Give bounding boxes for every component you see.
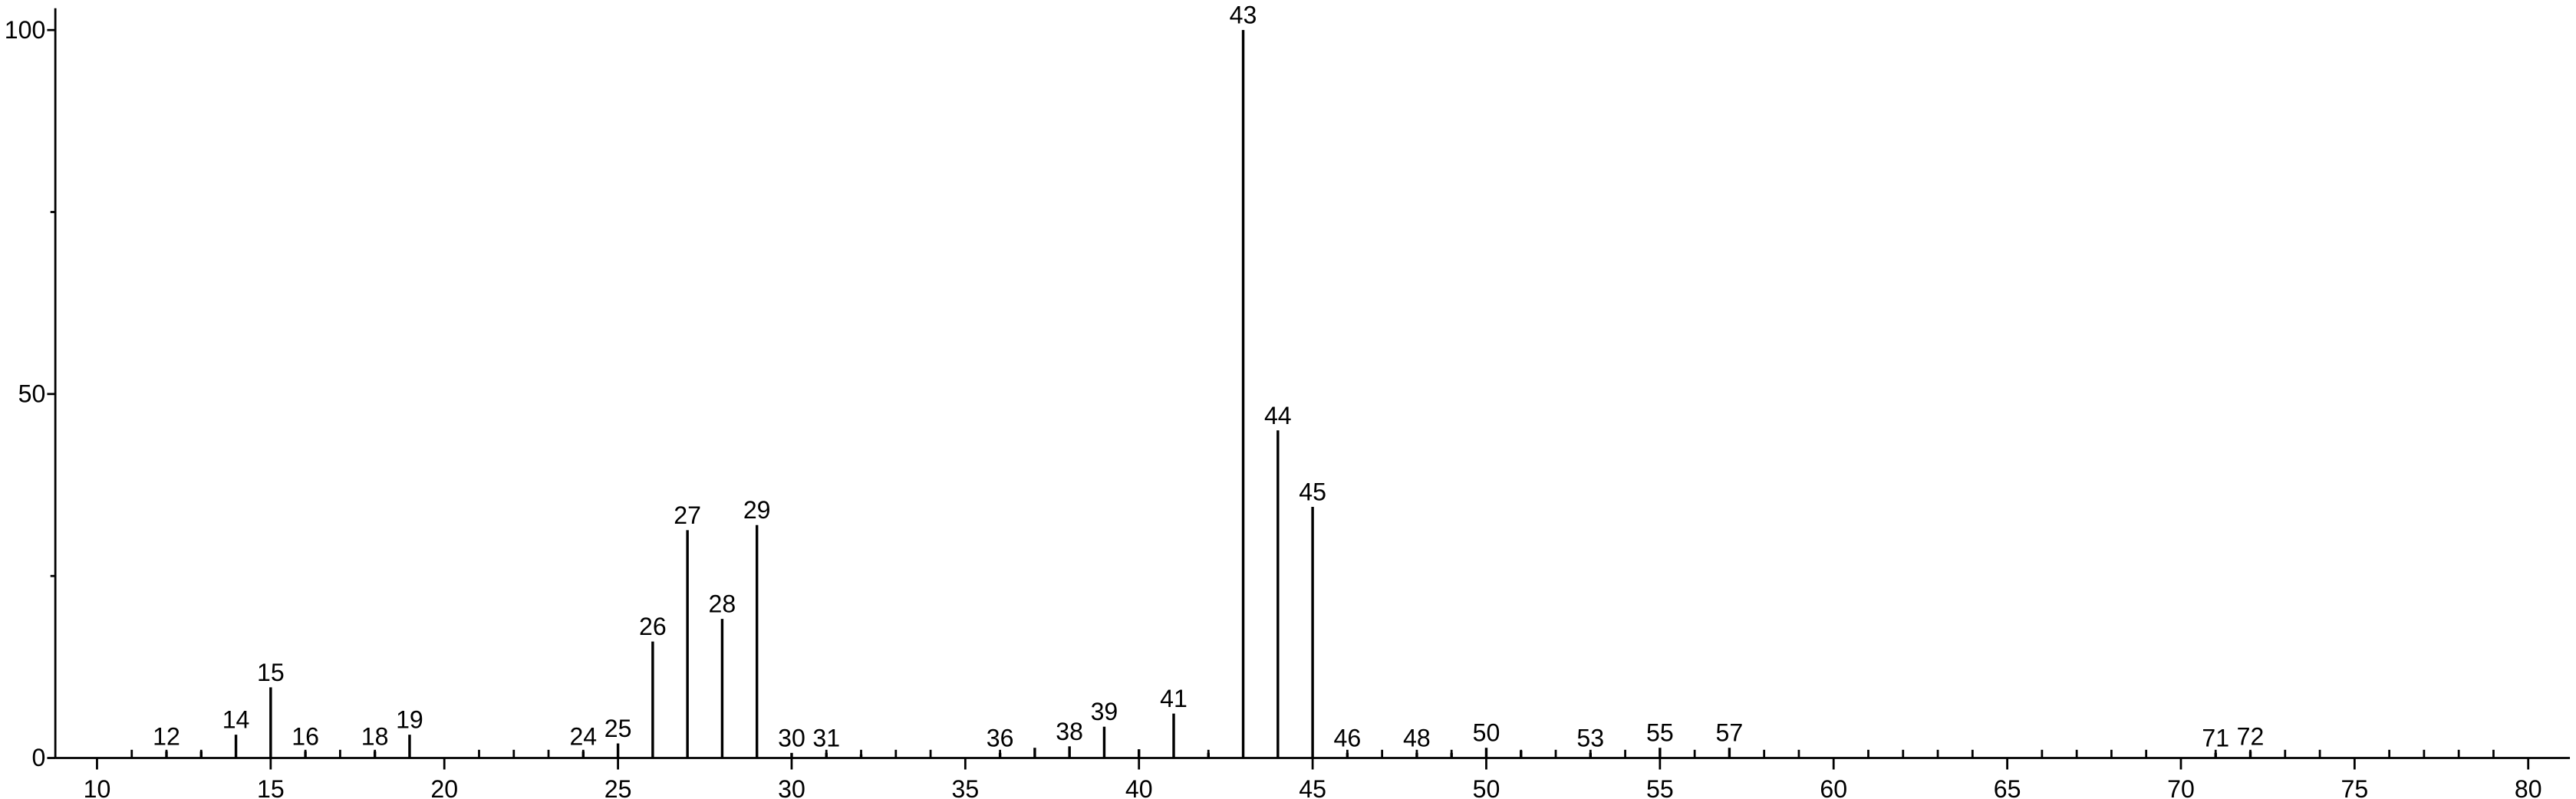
peak-label: 50 bbox=[1473, 719, 1500, 747]
peak-label: 28 bbox=[709, 590, 736, 618]
x-tick-label: 20 bbox=[430, 775, 458, 799]
x-tick-label: 75 bbox=[2341, 775, 2369, 799]
peak-label: 19 bbox=[396, 706, 423, 734]
peak-label: 26 bbox=[639, 613, 667, 640]
x-tick-label: 40 bbox=[1125, 775, 1153, 799]
x-tick-label: 55 bbox=[1646, 775, 1674, 799]
x-tick-label: 80 bbox=[2515, 775, 2542, 799]
x-tick-label: 65 bbox=[1994, 775, 2021, 799]
x-tick-label: 50 bbox=[1473, 775, 1500, 799]
peak-label: 55 bbox=[1646, 719, 1674, 747]
peak-label: 71 bbox=[2202, 724, 2229, 751]
peak-label: 44 bbox=[1264, 402, 1292, 429]
peak-label: 39 bbox=[1091, 698, 1118, 725]
peak-label: 43 bbox=[1230, 2, 1257, 29]
x-tick-label: 70 bbox=[2167, 775, 2195, 799]
x-tick-label: 30 bbox=[778, 775, 805, 799]
peak-label: 72 bbox=[2237, 722, 2265, 750]
x-tick-label: 10 bbox=[84, 775, 111, 799]
y-tick-label: 0 bbox=[31, 744, 45, 771]
peak-label: 24 bbox=[569, 722, 597, 750]
peak-label: 25 bbox=[604, 715, 632, 742]
peak-label: 36 bbox=[987, 724, 1014, 751]
peak-label: 48 bbox=[1403, 724, 1431, 751]
peak-label: 31 bbox=[812, 724, 840, 751]
peak-label: 29 bbox=[743, 496, 771, 524]
x-tick-label: 45 bbox=[1299, 775, 1326, 799]
peak-label: 53 bbox=[1576, 724, 1604, 751]
y-tick-label: 100 bbox=[5, 16, 46, 44]
peak-label: 46 bbox=[1334, 724, 1362, 751]
y-tick-label: 50 bbox=[18, 380, 46, 408]
peak-label: 45 bbox=[1299, 478, 1326, 505]
peak-label: 16 bbox=[292, 722, 319, 750]
peak-label: 12 bbox=[153, 722, 180, 750]
peak-label: 27 bbox=[674, 501, 701, 529]
peak-label: 18 bbox=[361, 722, 389, 750]
peak-label: 57 bbox=[1716, 719, 1744, 747]
peak-label: 38 bbox=[1056, 718, 1083, 745]
x-tick-label: 35 bbox=[952, 775, 980, 799]
peak-label: 41 bbox=[1160, 685, 1188, 712]
x-tick-label: 15 bbox=[257, 775, 285, 799]
x-tick-label: 60 bbox=[1820, 775, 1847, 799]
peak-label: 30 bbox=[778, 724, 805, 751]
peak-label: 15 bbox=[257, 659, 285, 686]
x-tick-label: 25 bbox=[604, 775, 632, 799]
peak-label: 14 bbox=[222, 706, 250, 734]
